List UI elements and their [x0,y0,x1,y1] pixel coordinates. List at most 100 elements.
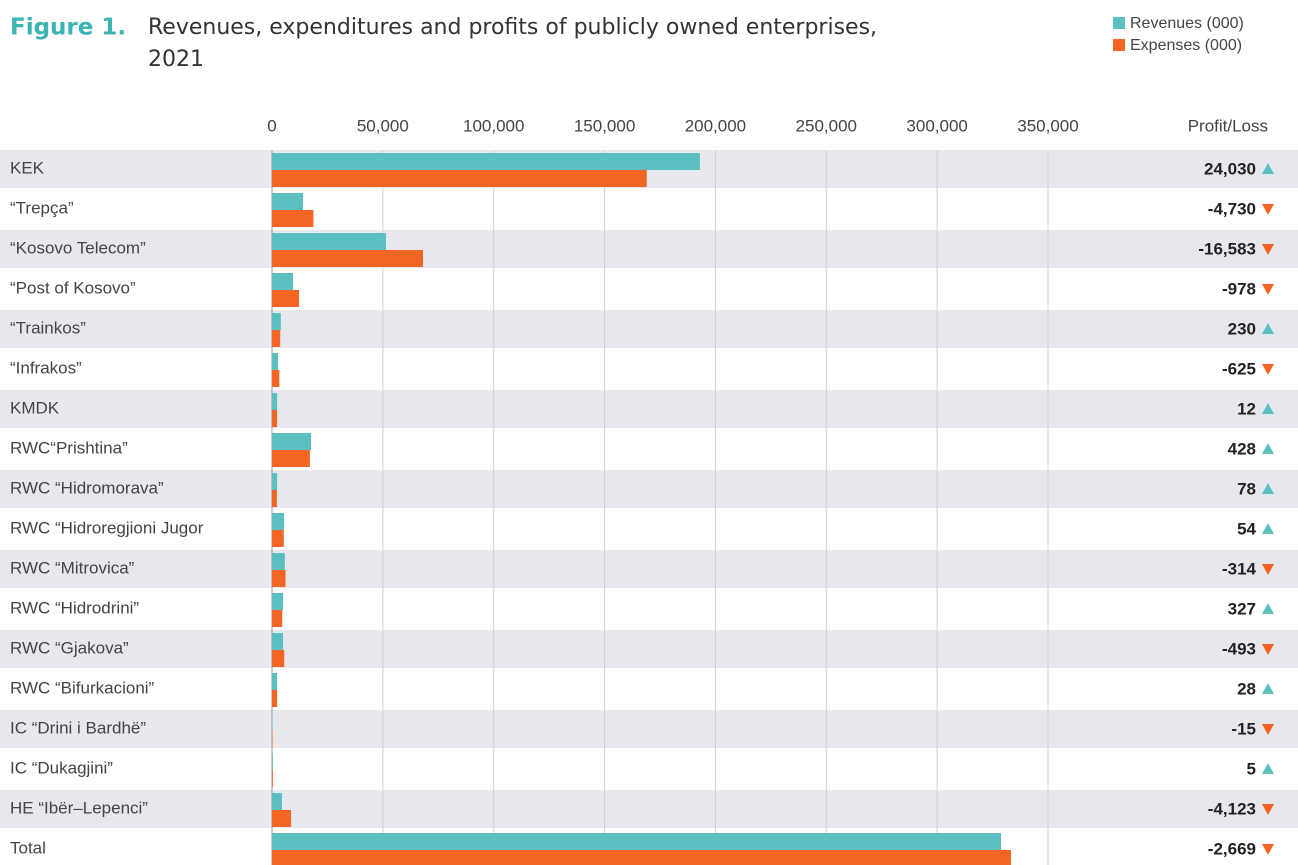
bar [272,593,284,610]
x-tick-label: 0 [267,116,276,135]
figure-label: Figure 1. [10,15,126,41]
profit-arrow-down [1262,564,1274,575]
bar [272,393,278,410]
profit-arrow-up [1262,763,1274,774]
bar [272,610,283,627]
profit-arrow-up [1262,163,1274,174]
bar [272,753,273,770]
row-band [0,310,1298,348]
legend-swatch [1113,39,1125,51]
bar [272,850,1011,865]
category-label: RWC “Bifurkacioni” [10,678,155,697]
row-band [0,630,1298,668]
category-label: “Trainkos” [10,318,86,337]
profit-label: -625 [1222,359,1256,378]
profit-label: 28 [1237,679,1256,698]
profit-label: 428 [1228,439,1256,458]
profit-label: -978 [1222,279,1256,298]
profit-header: Profit/Loss [1188,116,1268,135]
bar [272,513,284,530]
category-label: IC “Dukagjini” [10,758,113,777]
bar [272,250,423,267]
category-label: HE “Ibër–Lepenci” [10,798,148,817]
profit-label: 5 [1247,759,1256,778]
row-band [0,230,1298,268]
row-band [0,470,1298,508]
x-tick-label: 100,000 [463,116,524,135]
bar [272,570,286,587]
profit-label: 78 [1237,479,1256,498]
bar [272,353,278,370]
bar [272,650,285,667]
category-label: KEK [10,158,45,177]
bar [272,170,647,187]
profit-arrow-up [1262,683,1274,694]
x-tick-label: 50,000 [357,116,409,135]
profit-arrow-down [1262,364,1274,375]
bar [272,433,312,450]
bar [272,673,278,690]
profit-label: -16,583 [1198,239,1256,258]
profit-arrow-down [1262,724,1274,735]
profit-arrow-down [1262,804,1274,815]
profit-label: 12 [1237,399,1256,418]
profit-label: -4,123 [1208,799,1256,818]
x-tick-label: 350,000 [1017,116,1078,135]
bar [272,690,278,707]
bar [272,193,304,210]
profit-arrow-down [1262,204,1274,215]
profit-arrow-up [1262,603,1274,614]
category-label: KMDK [10,398,60,417]
category-label: Total [10,838,46,857]
chart-title-line2: 2021 [148,47,204,72]
bar [272,810,292,827]
bar [272,233,386,250]
category-label: “Infrakos” [10,358,82,377]
row-band [0,790,1298,828]
bar [272,770,273,787]
bar [272,793,282,810]
profit-label: 54 [1237,519,1256,538]
category-label: RWC “Hidrodrini” [10,598,139,617]
bar [272,273,294,290]
bar [272,153,700,170]
bar [272,473,278,490]
x-tick-label: 250,000 [796,116,857,135]
profit-arrow-up [1262,403,1274,414]
profit-label: 230 [1228,319,1256,338]
bar [272,313,281,330]
bar [272,833,1001,850]
profit-arrow-down [1262,284,1274,295]
bar [272,450,310,467]
bar [272,633,284,650]
category-label: IC “Drini i Bardhë” [10,718,146,737]
profit-label: -314 [1222,559,1257,578]
profit-arrow-up [1262,323,1274,334]
profit-label: -493 [1222,639,1256,658]
bar [272,530,284,547]
x-tick-label: 200,000 [685,116,746,135]
bar [272,330,281,347]
profit-arrow-up [1262,523,1274,534]
row-band [0,390,1298,428]
row-band [0,710,1298,748]
bar [272,553,285,570]
category-label: RWC “Hidroregjioni Jugor [10,518,204,537]
bar [272,370,280,387]
profit-arrow-down [1262,244,1274,255]
category-label: “Post of Kosovo” [10,278,136,297]
category-label: “Trepça” [10,198,74,217]
bar [272,210,314,227]
category-label: “Kosovo Telecom” [10,238,146,257]
profit-label: 24,030 [1204,159,1256,178]
profit-label: -4,730 [1208,199,1256,218]
x-tick-label: 300,000 [906,116,967,135]
profit-arrow-down [1262,644,1274,655]
profit-label: 327 [1228,599,1256,618]
category-label: RWC “Gjakova” [10,638,129,657]
row-backgrounds [0,150,1298,828]
bar [272,290,300,307]
row-band [0,550,1298,588]
legend-label: Expenses (000) [1130,37,1242,54]
